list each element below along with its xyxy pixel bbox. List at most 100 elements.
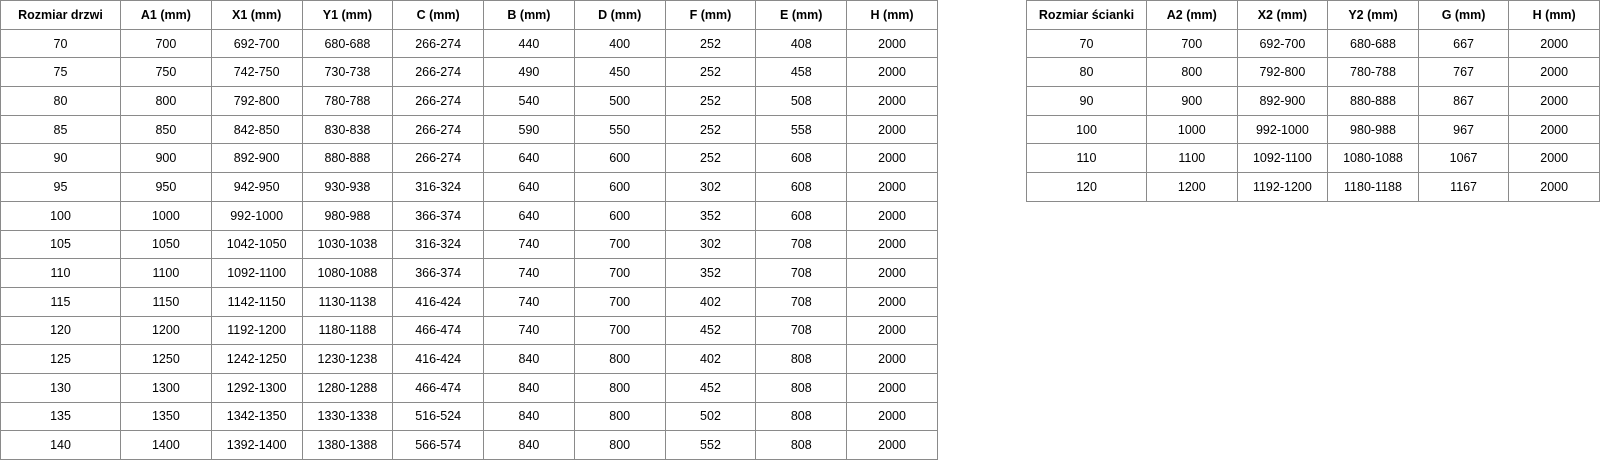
table-cell: 992-1000: [1236, 114, 1329, 145]
column-header: D (mm): [573, 0, 666, 30]
table-cell: 1180-1188: [1327, 172, 1419, 202]
column-header: H (mm): [1508, 0, 1600, 30]
table-cell: 730-738: [301, 57, 394, 88]
table-row: 130 1300 1292-1300 1280-1288 466-474 840 800 45…: [0, 372, 938, 403]
table-cell: 1350: [120, 401, 212, 432]
table-cell: 608: [755, 200, 848, 231]
table-cell: 1000: [120, 200, 212, 231]
table-cell: 1100: [120, 258, 212, 288]
table-cell: 502: [664, 401, 757, 432]
table-cell: 2000: [846, 143, 938, 174]
table-cell: 90: [1026, 86, 1147, 116]
table-cell: 2000: [846, 172, 938, 202]
table-cell: 1092-1100: [210, 258, 303, 288]
table-row: 140 1400 1392-1400 1380-1388 566-574 840 800 55…: [0, 430, 938, 460]
table-cell: 1380-1388: [301, 430, 394, 460]
table-row: 80 800 792-800 780-788 767 2000: [1026, 57, 1600, 88]
table-row: 115 1150 1142-1150 1130-1138 416-424 740 700 40…: [0, 286, 938, 317]
column-header: X1 (mm): [210, 0, 303, 30]
table-cell: 400: [573, 28, 666, 59]
table-cell: 1392-1400: [210, 430, 303, 460]
table-cell: 1200: [120, 315, 212, 346]
table-cell: 2000: [846, 372, 938, 403]
table-cell: 452: [664, 315, 757, 346]
table-cell: 440: [483, 28, 575, 59]
table-cell: 980-988: [301, 200, 394, 231]
table-row: 110 1100 1092-1100 1080-1088 366-374 740 700 35…: [0, 258, 938, 288]
table-cell: 125: [0, 344, 121, 374]
table-cell: 466-474: [392, 315, 485, 346]
table-cell: 808: [755, 344, 848, 374]
table-cell: 130: [0, 372, 121, 403]
table-cell: 252: [664, 28, 757, 59]
table-cell: 608: [755, 143, 848, 174]
table-cell: 1050: [120, 229, 212, 260]
table-cell: 558: [755, 114, 848, 145]
table-cell: 80: [1026, 57, 1147, 88]
table-cell: 700: [120, 28, 212, 59]
table-cell: 2000: [1508, 114, 1600, 145]
table-cell: 840: [483, 401, 575, 432]
table-row: 105 1050 1042-1050 1030-1038 316-324 740 700 30…: [0, 229, 938, 260]
table-cell: 780-788: [301, 86, 394, 116]
table-cell: 1092-1100: [1236, 143, 1329, 174]
table-row: 90 900 892-900 880-888 266-274 640 600 252 608 20…: [0, 143, 938, 174]
table-cell: 700: [1146, 28, 1238, 59]
table-cell: 780-788: [1327, 57, 1419, 88]
table-cell: 740: [483, 258, 575, 288]
table-cell: 252: [664, 57, 757, 88]
table-cell: 1342-1350: [210, 401, 303, 432]
table-cell: 800: [573, 430, 666, 460]
table-row: 135 1350 1342-1350 1330-1338 516-524 840 800 50…: [0, 401, 938, 432]
table-cell: 700: [573, 258, 666, 288]
table-cell: 105: [0, 229, 121, 260]
table-cell: 2000: [846, 57, 938, 88]
table-cell: 680-688: [301, 28, 394, 59]
table-cell: 950: [120, 172, 212, 202]
table-cell: 266-274: [392, 57, 485, 88]
column-header: Y1 (mm): [301, 0, 394, 30]
table-cell: 700: [573, 229, 666, 260]
table-cell: 316-324: [392, 229, 485, 260]
table-cell: 550: [573, 114, 666, 145]
column-header: Y2 (mm): [1327, 0, 1419, 30]
table-cell: 2000: [1508, 28, 1600, 59]
table-cell: 800: [573, 344, 666, 374]
table-cell: 90: [0, 143, 121, 174]
table-cell: 80: [0, 86, 121, 116]
column-header: Rozmiar drzwi: [0, 0, 121, 30]
table-cell: 110: [0, 258, 121, 288]
table-cell: 266-274: [392, 28, 485, 59]
table-cell: 1000: [1146, 114, 1238, 145]
table-cell: 450: [573, 57, 666, 88]
table-cell: 2000: [846, 430, 938, 460]
walls-dimensions-table: Rozmiar ścianki A2 (mm) X2 (mm) Y2 (mm) G (m…: [1026, 0, 1600, 202]
table-cell: 867: [1417, 86, 1510, 116]
table-cell: 808: [755, 372, 848, 403]
table-row: 80 800 792-800 780-788 266-274 540 500 252 508 20…: [0, 86, 938, 116]
table-cell: 85: [0, 114, 121, 145]
table-cell: 302: [664, 172, 757, 202]
table-cell: 842-850: [210, 114, 303, 145]
table-cell: 640: [483, 172, 575, 202]
table-cell: 552: [664, 430, 757, 460]
column-header: F (mm): [664, 0, 757, 30]
table-cell: 600: [573, 172, 666, 202]
table-cell: 316-324: [392, 172, 485, 202]
table-cell: 740: [483, 229, 575, 260]
table-cell: 266-274: [392, 86, 485, 116]
table-cell: 2000: [846, 344, 938, 374]
table-cell: 402: [664, 286, 757, 317]
table-cell: 700: [573, 286, 666, 317]
column-header: X2 (mm): [1236, 0, 1329, 30]
table-cell: 1180-1188: [301, 315, 394, 346]
table-cell: 2000: [1508, 57, 1600, 88]
column-header: A2 (mm): [1146, 0, 1238, 30]
table-cell: 135: [0, 401, 121, 432]
table-row: 70 700 692-700 680-688 667 2000: [1026, 28, 1600, 59]
table-cell: 416-424: [392, 286, 485, 317]
table-cell: 1080-1088: [301, 258, 394, 288]
table-cell: 566-574: [392, 430, 485, 460]
table-row: 125 1250 1242-1250 1230-1238 416-424 840 800 40…: [0, 344, 938, 374]
table-cell: 366-374: [392, 258, 485, 288]
